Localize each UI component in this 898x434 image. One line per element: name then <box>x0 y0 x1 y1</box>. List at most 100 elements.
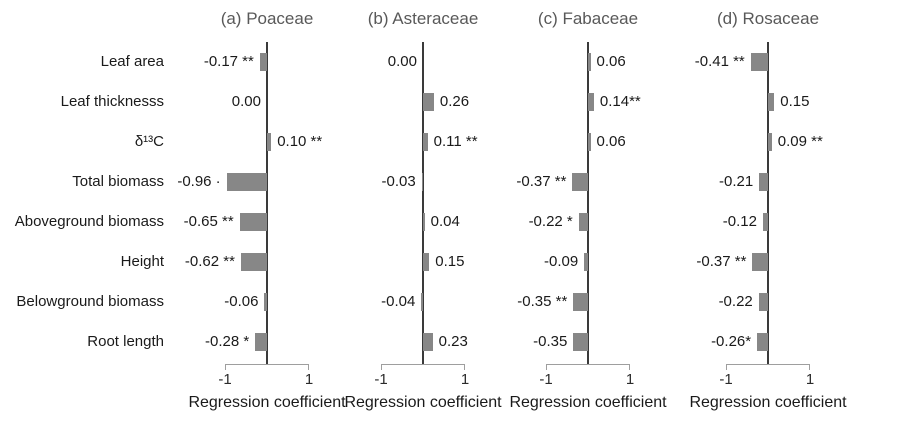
panel-title: (c) Fabaceae <box>537 9 639 28</box>
row-label: Height <box>120 253 164 270</box>
row-label: Belowground biomass <box>16 293 164 310</box>
bar-row: -0.06 <box>176 282 358 322</box>
panel-b: (b) Asteraceae 0.00 0.26 0.11 ** -0.03 0.04 0.… <box>332 6 514 426</box>
bar-row: -0.12 <box>677 202 859 242</box>
value-label: 0.26 <box>439 93 470 110</box>
plot-area: 0.06 0.14** 0.06 -0.37 ** -0.22 * -0.09 -0.35 … <box>497 42 679 364</box>
row-label: Root length <box>87 333 164 350</box>
value-label: -0.35 ** <box>517 293 568 310</box>
bar-row: -0.26* <box>677 322 859 362</box>
x-axis-bracket <box>381 364 465 370</box>
bar-row: 0.06 <box>497 122 679 162</box>
x-axis-caption: Regression coefficient <box>188 394 346 411</box>
value-label: -0.37 ** <box>696 253 747 270</box>
x-axis: -1 1 <box>332 364 514 392</box>
value-label: 0.04 <box>430 213 460 230</box>
value-label: -0.12 <box>722 213 757 230</box>
coefficient-bar <box>264 293 267 311</box>
x-tick-label: -1 <box>539 371 553 388</box>
bar-row: -0.96 · <box>176 162 358 202</box>
x-axis: -1 1 <box>176 364 358 392</box>
x-tick-label: 1 <box>304 371 314 388</box>
coefficient-bar <box>573 293 588 311</box>
value-label: 0.15 <box>780 93 810 110</box>
panel-title: (d) Rosaceae <box>716 9 820 28</box>
bar-row: -0.65 ** <box>176 202 358 242</box>
coefficient-bar <box>421 293 423 311</box>
x-axis-bracket <box>225 364 309 370</box>
coefficient-bar <box>259 53 267 71</box>
row-label: Total biomass <box>72 173 164 190</box>
bar-row: 0.09 ** <box>677 122 859 162</box>
x-axis: -1 1 <box>677 364 859 392</box>
coefficient-bar <box>423 93 434 111</box>
coefficient-bar <box>240 253 267 271</box>
coefficient-bar <box>762 213 768 231</box>
row-label: Aboveground biomass <box>14 213 164 230</box>
coefficient-bar <box>757 333 768 351</box>
value-label: -0.41 ** <box>694 53 745 70</box>
bar-row: -0.35 <box>497 322 679 362</box>
bar-row: 0.15 <box>677 82 859 122</box>
panel-c: (c) Fabaceae 0.06 0.14** 0.06 -0.37 ** -0.22 … <box>497 6 679 426</box>
value-label: 0.10 ** <box>277 133 323 150</box>
value-label: -0.96 · <box>177 173 221 190</box>
value-label: 0.11 ** <box>433 133 478 150</box>
value-label: 0.06 <box>596 133 626 150</box>
coefficient-bar <box>759 173 768 191</box>
bar-row: 0.15 <box>332 242 514 282</box>
value-label: -0.17 ** <box>203 53 254 70</box>
coefficient-bar <box>226 173 267 191</box>
coefficient-bar <box>768 93 775 111</box>
coefficient-bar <box>423 253 430 271</box>
bar-row: 0.11 ** <box>332 122 514 162</box>
bar-row: -0.37 ** <box>677 242 859 282</box>
value-label: 0.00 <box>231 93 261 110</box>
bar-row: 0.00 <box>176 82 358 122</box>
value-label: -0.03 <box>381 173 416 190</box>
x-tick-label: 1 <box>625 371 635 388</box>
coefficient-bar <box>255 333 267 351</box>
zero-axis-line <box>422 42 424 364</box>
zero-axis-line <box>587 42 589 364</box>
category-label-column: Leaf area Leaf thicknesss δ¹³C Total biomas… <box>0 42 170 364</box>
plot-area: 0.00 0.26 0.11 ** -0.03 0.04 0.15 -0.04 0.23 <box>332 42 514 364</box>
value-label: 0.15 <box>435 253 465 270</box>
plot-area: -0.41 ** 0.15 0.09 ** -0.21 -0.12 -0.37 ** -0.… <box>677 42 859 364</box>
bar-row: 0.10 ** <box>176 122 358 162</box>
panel-a: (a) Poaceae -0.17 ** 0.00 0.10 ** -0.96 · -0.… <box>176 6 358 426</box>
coefficient-bar <box>584 253 588 271</box>
value-label: -0.04 <box>381 293 416 310</box>
coefficient-bar <box>758 293 768 311</box>
value-label: 0.23 <box>438 333 468 350</box>
value-label: -0.37 ** <box>516 173 567 190</box>
coefficient-bar <box>768 133 772 151</box>
row-label: Leaf thicknesss <box>60 93 164 110</box>
row-label: δ¹³C <box>134 133 164 150</box>
bar-row: -0.04 <box>332 282 514 322</box>
bar-row: 0.04 <box>332 202 514 242</box>
bar-row: -0.21 <box>677 162 859 202</box>
coefficient-bar <box>423 333 433 351</box>
value-label: -0.06 <box>224 293 259 310</box>
x-tick-label: 1 <box>805 371 815 388</box>
coefficient-bar <box>588 53 591 71</box>
x-axis-caption: Regression coefficient <box>689 394 847 411</box>
bar-row: -0.28 * <box>176 322 358 362</box>
bar-row: -0.22 <box>677 282 859 322</box>
coefficient-bar <box>752 253 768 271</box>
value-label: -0.09 <box>544 253 579 270</box>
x-axis-caption: Regression coefficient <box>509 394 667 411</box>
bar-row: -0.37 ** <box>497 162 679 202</box>
panel-d: (d) Rosaceae -0.41 ** 0.15 0.09 ** -0.21 -0.1… <box>677 6 859 426</box>
bar-row: 0.26 <box>332 82 514 122</box>
x-axis-bracket <box>726 364 810 370</box>
x-axis-bracket <box>546 364 630 370</box>
value-label: -0.35 <box>533 333 568 350</box>
coefficient-bar <box>423 133 428 151</box>
value-label: -0.65 ** <box>183 213 234 230</box>
bar-row: -0.17 ** <box>176 42 358 82</box>
x-axis: -1 1 <box>497 364 679 392</box>
value-label: 0.09 ** <box>777 133 823 150</box>
